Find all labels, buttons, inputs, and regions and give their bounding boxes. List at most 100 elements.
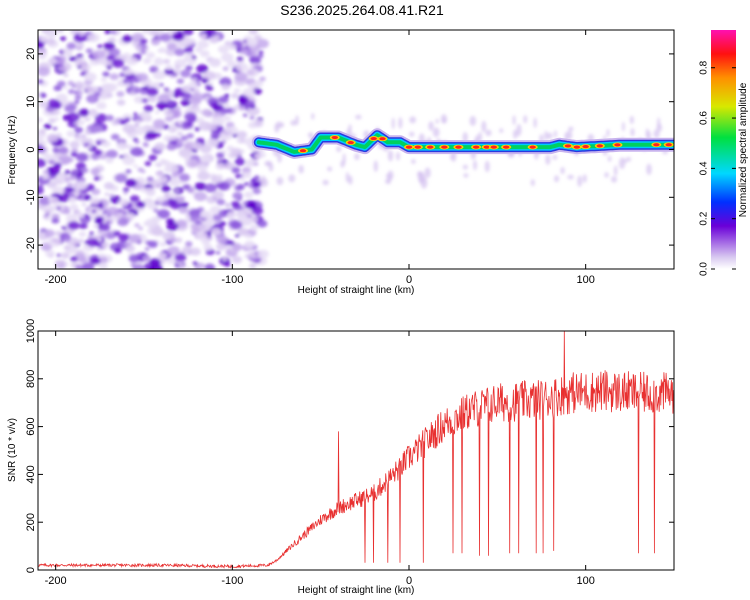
- noise-blob: [226, 211, 237, 219]
- noise-blob: [38, 117, 44, 123]
- noise-blob: [159, 241, 167, 247]
- noise-blob: [177, 131, 183, 137]
- noise-blob: [196, 64, 209, 74]
- ridge-peak-core: [582, 145, 589, 149]
- colorbar-tick-label: 0.8: [699, 60, 710, 74]
- noise-blob: [96, 247, 102, 252]
- noise-blob: [78, 108, 90, 117]
- noise-blob: [75, 152, 89, 162]
- noise-blob: [243, 191, 254, 199]
- noise-blob: [135, 201, 146, 209]
- noise-blob: [159, 33, 172, 42]
- noise-blob: [146, 87, 159, 97]
- noise-blob: [167, 112, 174, 118]
- ridge-peak-core: [427, 145, 434, 149]
- faint-blob: [387, 176, 392, 185]
- noise-blob: [253, 162, 259, 166]
- spectrogram-xtick-label: 0: [406, 274, 412, 286]
- noise-blob: [181, 250, 189, 255]
- noise-blob: [38, 93, 42, 98]
- noise-blob: [241, 166, 252, 174]
- noise-blob: [46, 133, 59, 143]
- noise-blob: [186, 122, 192, 126]
- noise-blob: [69, 204, 79, 211]
- noise-blob: [67, 80, 74, 86]
- noise-blob: [84, 117, 91, 122]
- noise-blob: [163, 135, 173, 142]
- noise-blob: [245, 159, 256, 168]
- noise-blob: [230, 200, 241, 208]
- faint-blob: [409, 116, 417, 124]
- noise-blob: [73, 90, 79, 95]
- noise-blob: [148, 265, 156, 269]
- noise-blob: [88, 110, 99, 118]
- noise-blob: [259, 152, 267, 158]
- noise-blob: [165, 64, 173, 71]
- faint-blob: [577, 175, 583, 187]
- noise-blob: [228, 43, 237, 50]
- faint-blob: [411, 159, 416, 164]
- noise-blob: [47, 99, 61, 109]
- faint-blob: [288, 174, 296, 183]
- noise-blob: [132, 112, 138, 116]
- ridge-peak-core: [653, 143, 660, 147]
- noise-blob: [67, 196, 77, 204]
- noise-blob: [79, 222, 88, 230]
- noise-blob: [103, 182, 115, 190]
- noise-blob: [247, 106, 260, 116]
- noise-blob: [100, 77, 107, 82]
- noise-blob: [130, 263, 136, 267]
- noise-blob: [109, 73, 119, 81]
- noise-blob: [42, 169, 50, 175]
- noise-blob: [142, 255, 151, 262]
- faint-blob: [462, 164, 469, 170]
- faint-blob: [621, 121, 625, 132]
- ridge-inner: [256, 133, 674, 154]
- noise-blob: [153, 208, 159, 213]
- faint-blob: [618, 157, 626, 170]
- noise-blob: [257, 249, 269, 259]
- ridge-peak-core: [441, 145, 448, 149]
- faint-blob: [552, 154, 558, 160]
- noise-blob: [89, 231, 95, 236]
- faint-blob: [653, 129, 660, 139]
- noise-blob: [161, 159, 170, 166]
- noise-blob: [246, 68, 259, 78]
- noise-blob: [134, 123, 139, 127]
- noise-blob: [71, 169, 78, 174]
- faint-blob: [499, 128, 504, 133]
- noise-blob: [74, 95, 82, 101]
- colorbar-ticks: 0.0 0.2 0.4 0.6 0.8: [699, 60, 736, 276]
- noise-blob: [39, 36, 48, 43]
- snr-plot-area: [38, 331, 674, 570]
- noise-blob: [44, 216, 51, 221]
- spectrogram-ytick-label: 0: [25, 146, 37, 152]
- noise-blob: [103, 42, 115, 51]
- noise-blob: [163, 58, 171, 64]
- noise-blob: [142, 142, 149, 148]
- noise-blob: [175, 219, 188, 228]
- noise-blob: [122, 155, 136, 166]
- noise-blob: [134, 126, 147, 135]
- noise-blob: [74, 126, 84, 134]
- noise-blob: [46, 38, 56, 45]
- noise-blob: [125, 169, 132, 174]
- faint-blob: [545, 154, 551, 165]
- noise-blob: [97, 57, 108, 65]
- noise-blob: [146, 176, 154, 182]
- noise-blob: [153, 57, 165, 66]
- noise-blob: [76, 42, 85, 49]
- noise-blob: [239, 105, 246, 111]
- noise-blob: [63, 245, 71, 251]
- faint-blob: [477, 131, 483, 142]
- noise-blob: [90, 123, 103, 133]
- noise-blob: [176, 78, 185, 84]
- noise-blob: [70, 148, 79, 154]
- noise-blob: [216, 157, 223, 162]
- faint-blob: [485, 129, 492, 137]
- faint-blob: [311, 112, 315, 120]
- noise-blob: [219, 221, 227, 227]
- noise-blob: [144, 161, 152, 167]
- snr-xtick-label: 100: [576, 575, 594, 587]
